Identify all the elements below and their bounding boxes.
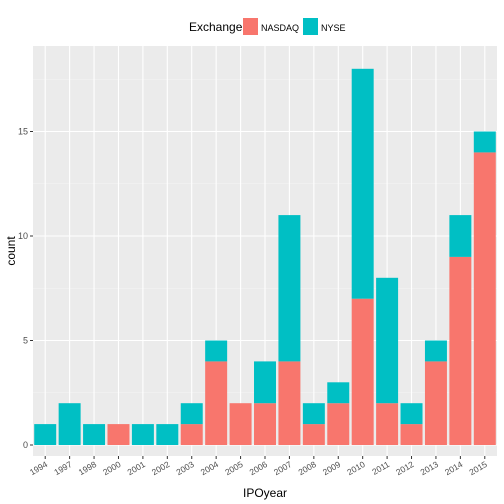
bar-nyse-2003 bbox=[180, 403, 203, 425]
bar-nyse-2007 bbox=[278, 215, 301, 362]
y-tick-label: 5 bbox=[23, 336, 28, 346]
legend-label-nasdaq: NASDAQ bbox=[261, 23, 299, 33]
x-tick-label: 2003 bbox=[174, 459, 196, 477]
x-tick-label: 2010 bbox=[345, 459, 367, 477]
legend-key-nasdaq bbox=[243, 18, 258, 35]
x-tick-label: 2008 bbox=[296, 459, 318, 477]
x-tick-label: 2007 bbox=[272, 459, 294, 477]
x-tick-label: 1997 bbox=[52, 459, 74, 477]
legend-title: Exchange bbox=[189, 20, 243, 34]
x-tick-label: 2004 bbox=[199, 459, 221, 477]
bar-nyse-2001 bbox=[131, 424, 154, 445]
bar-nyse-2008 bbox=[302, 403, 325, 425]
bar-nasdaq-2004 bbox=[205, 361, 228, 445]
x-tick-label: 2001 bbox=[126, 459, 148, 477]
bar-nasdaq-2011 bbox=[376, 403, 399, 445]
bar-nyse-2006 bbox=[254, 361, 276, 404]
legend-label-nyse: NYSE bbox=[321, 23, 346, 33]
x-tick-label: 1994 bbox=[28, 459, 50, 477]
x-tick-label: 2014 bbox=[443, 459, 465, 477]
y-tick-label: 0 bbox=[23, 440, 28, 450]
bar-nyse-2011 bbox=[376, 277, 399, 404]
y-axis-title: count bbox=[4, 236, 18, 266]
x-tick-label: 2013 bbox=[419, 459, 441, 477]
bar-nyse-2013 bbox=[424, 340, 447, 362]
bar-nasdaq-2013 bbox=[424, 361, 447, 445]
bar-nyse-2009 bbox=[327, 382, 350, 404]
y-tick-label: 10 bbox=[18, 231, 28, 241]
bar-nyse-2014 bbox=[449, 215, 472, 257]
bar-nyse-2015 bbox=[473, 131, 496, 153]
bar-nasdaq-2005 bbox=[229, 403, 252, 445]
bar-nasdaq-2007 bbox=[278, 361, 301, 445]
bar-nasdaq-2006 bbox=[254, 403, 276, 445]
bar-nyse-2004 bbox=[205, 340, 228, 362]
x-tick-label: 2002 bbox=[150, 459, 172, 477]
legend-key-nyse bbox=[303, 18, 318, 35]
bar-nyse-2012 bbox=[400, 403, 423, 425]
y-tick-label: 15 bbox=[18, 127, 28, 137]
bar-nyse-2002 bbox=[156, 424, 179, 445]
x-tick-label: 2005 bbox=[223, 459, 245, 477]
bar-nasdaq-2014 bbox=[449, 256, 472, 445]
x-tick-label: 2012 bbox=[394, 459, 416, 477]
x-tick-label: 2000 bbox=[101, 459, 123, 477]
x-axis-title: IPOyear bbox=[243, 486, 287, 500]
bar-nyse-2010 bbox=[351, 68, 374, 299]
bars bbox=[34, 68, 496, 445]
x-axis: 1994 1997 1998 2000 2001 2002 2003 2004 2005 2006… bbox=[28, 456, 489, 477]
bar-nyse-1998 bbox=[83, 424, 106, 445]
x-tick-label: 1998 bbox=[77, 459, 99, 477]
x-tick-label: 2011 bbox=[370, 459, 391, 477]
bar-nasdaq-2008 bbox=[302, 424, 325, 445]
x-tick-label: 2006 bbox=[248, 459, 270, 477]
bar-nasdaq-2000 bbox=[107, 424, 130, 445]
bar-nasdaq-2012 bbox=[400, 424, 423, 445]
x-tick-label: 2015 bbox=[467, 459, 489, 477]
bar-nyse-1997 bbox=[58, 403, 81, 445]
bar-nasdaq-2009 bbox=[327, 403, 350, 445]
legend: Exchange NASDAQ NYSE bbox=[189, 18, 346, 35]
bar-nyse-1994 bbox=[34, 424, 57, 445]
x-tick-label: 2009 bbox=[321, 459, 343, 477]
bar-nasdaq-2003 bbox=[180, 424, 203, 445]
y-axis: 0 5 10 15 bbox=[18, 127, 33, 450]
bar-nasdaq-2015 bbox=[473, 152, 496, 445]
bar-nasdaq-2010 bbox=[351, 298, 374, 445]
